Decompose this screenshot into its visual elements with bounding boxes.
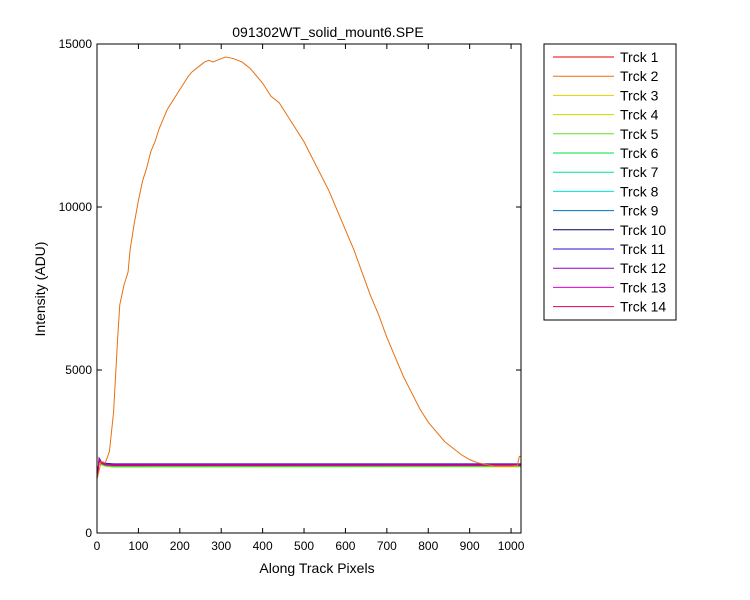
x-tick-label: 400 — [253, 539, 273, 553]
series-group — [96, 56, 522, 478]
x-tick-label: 700 — [377, 539, 397, 553]
y-axis: 0 5000 10000 15000 — [59, 37, 521, 540]
legend-label: Trck 14 — [620, 299, 666, 315]
legend: Trck 1 Trck 2 Trck 3 Trck 4 Trck 5 Trck 6 Trck… — [543, 43, 677, 321]
y-tick-label: 10000 — [59, 200, 93, 214]
legend-label: Trck 4 — [620, 107, 659, 123]
x-tick-label: 300 — [211, 539, 231, 553]
legend-label: Trck 2 — [620, 68, 659, 84]
x-tick-label: 1000 — [498, 539, 525, 553]
legend-box — [543, 43, 677, 321]
legend-label: Trck 5 — [620, 126, 659, 142]
legend-label: Trck 6 — [620, 145, 659, 161]
legend-label: Trck 1 — [620, 49, 659, 65]
x-tick-label: 500 — [294, 539, 314, 553]
x-tick-label: 200 — [170, 539, 190, 553]
legend-label: Trck 9 — [620, 203, 659, 219]
x-axis-label: Along Track Pixels — [259, 560, 374, 576]
chart-title: 091302WT_solid_mount6.SPE — [232, 24, 423, 40]
x-tick-label: 0 — [94, 539, 101, 553]
legend-label: Trck 8 — [620, 183, 659, 199]
x-tick-label: 600 — [335, 539, 355, 553]
y-axis-label: Intensity (ADU) — [32, 242, 48, 337]
x-tick-label: 100 — [128, 539, 148, 553]
y-tick-label: 0 — [85, 526, 92, 540]
axes-frame — [96, 43, 522, 534]
legend-label: Trck 12 — [620, 260, 666, 276]
series-line-14 — [96, 458, 522, 478]
y-tick-label: 5000 — [65, 363, 92, 377]
x-tick-label: 900 — [460, 539, 480, 553]
y-tick-label: 15000 — [59, 37, 93, 51]
legend-label: Trck 11 — [620, 241, 665, 257]
x-tick-label: 800 — [418, 539, 438, 553]
legend-label: Trck 10 — [620, 222, 666, 238]
legend-label: Trck 3 — [620, 87, 659, 103]
axes-box — [97, 44, 521, 533]
series-line-2 — [96, 56, 521, 478]
legend-label: Trck 7 — [620, 164, 659, 180]
plot-area: 0 100 200 300 400 500 600 700 800 900 1000 0 5000 10… — [59, 37, 525, 553]
legend-label: Trck 13 — [620, 279, 666, 295]
x-axis: 0 100 200 300 400 500 600 700 800 900 1000 — [94, 44, 525, 553]
